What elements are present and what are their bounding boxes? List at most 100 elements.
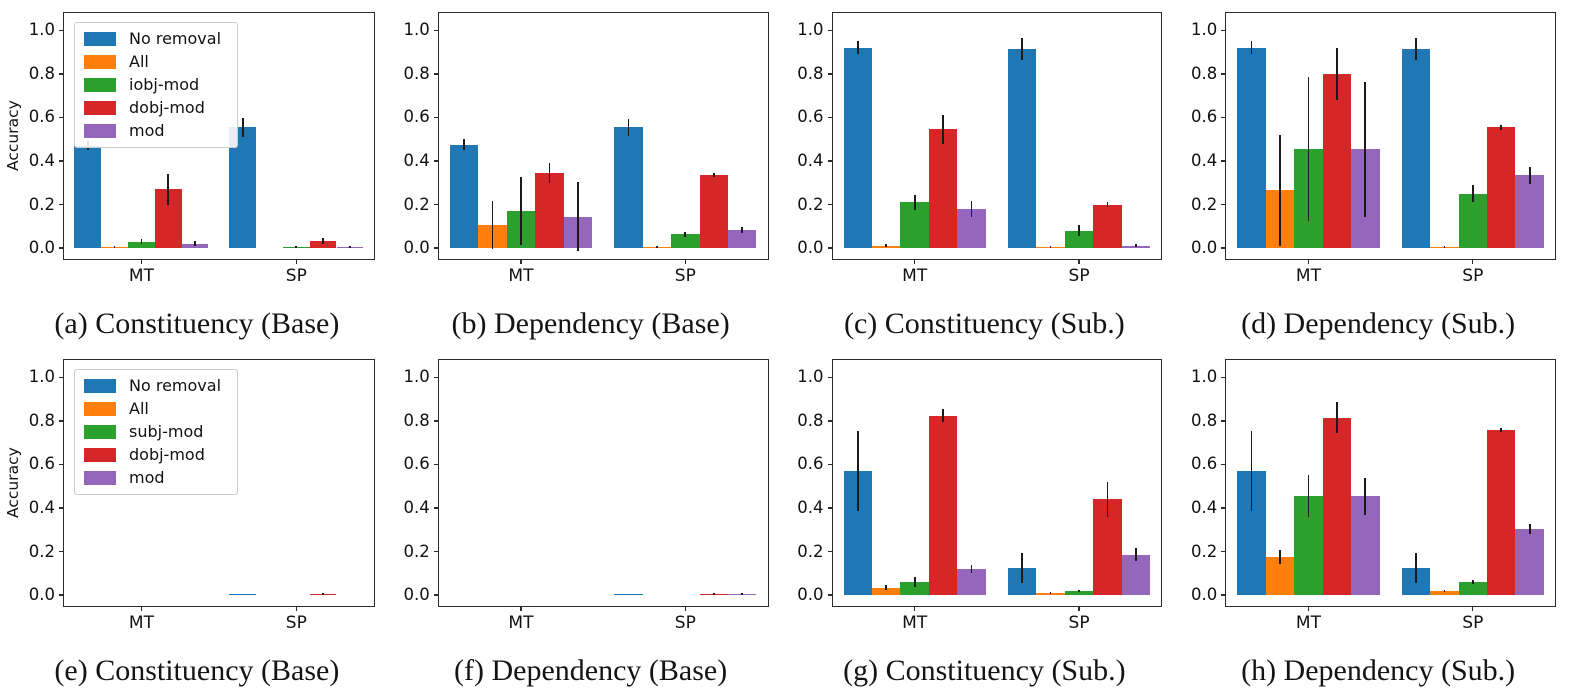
errorbar-all-mt (1279, 134, 1281, 246)
y-tick-label: 0.8 (797, 410, 824, 430)
bar-no-removal-mt (449, 144, 479, 249)
errorbar-no-removal-sp (627, 118, 630, 136)
bar-all-sp (1036, 593, 1065, 596)
errorbar-no-removal-mt (856, 430, 859, 512)
errorbar-mod-sp (741, 592, 744, 595)
y-tick-label: 0.6 (1191, 454, 1218, 474)
errorbar-all-mt (113, 246, 116, 249)
x-tick-mark (295, 606, 297, 611)
x-tick-mark (684, 259, 686, 264)
plot-area: 0.0 0.2 0.4 0.6 0.8 1.0 MT SP (404, 359, 769, 633)
x-tick-label-mt: MT (902, 613, 928, 633)
y-tick-label: 0.0 (403, 238, 430, 258)
y-tick-label: 1.0 (797, 367, 824, 387)
errorbar-dobj-mod-sp (1106, 481, 1109, 517)
y-tick-label: 0.0 (403, 585, 430, 605)
legend-swatch-subj-mod (84, 425, 116, 439)
subplot-f: 0.0 0.2 0.4 0.6 0.8 1.0 MT SP (f) Dependency (Ba… (394, 347, 788, 694)
legend: No removal All iobj-mod dobj-mod mod (74, 22, 239, 148)
y-tick-mark (59, 247, 64, 249)
errorbar-dobj-mod-mt (167, 174, 170, 205)
x-tick-mark (1307, 259, 1310, 264)
bar-dobj-mod-mt (1322, 73, 1352, 249)
subplot-b: 0.0 0.2 0.4 0.6 0.8 1.0 MT SP (b) Dependency (Ba… (394, 0, 788, 347)
legend-item-mod: mod (84, 470, 221, 486)
bar-mod-sp (727, 230, 757, 249)
errorbar-no-removal-sp (1415, 552, 1417, 584)
errorbar-all-sp (1049, 246, 1052, 249)
errorbar-dobj-mod-mt (548, 163, 551, 183)
errorbar-dobj-mod-sp (712, 592, 715, 595)
y-tick-label: 0.0 (1191, 238, 1218, 258)
y-tick-mark (1221, 376, 1227, 379)
bar-iobj-mod-mt (128, 241, 155, 249)
plot-area: 0.0 0.2 0.4 0.6 0.8 1.0 MT SP (797, 12, 1163, 286)
errorbar-no-removal-mt (1250, 41, 1253, 55)
y-tick-label: 0.6 (1191, 107, 1218, 127)
legend-swatch-all (84, 402, 116, 416)
subplot-d: 0.0 0.2 0.4 0.6 0.8 1.0 MT SP (d) Dependency (Su… (1181, 0, 1575, 347)
bar-dobj-mod-mt (928, 129, 958, 249)
y-tick-mark (1221, 420, 1227, 422)
y-tick-label: 0.8 (28, 410, 55, 430)
errorbar-no-removal-mt (463, 139, 465, 151)
y-tick-mark (827, 463, 833, 466)
y-tick-label: 0.8 (28, 63, 55, 83)
y-tick-label: 0.6 (28, 454, 55, 474)
errorbar-mod-sp (1135, 244, 1137, 247)
errorbar-dobj-mod-mt (1336, 47, 1338, 101)
errorbar-subj-mod-mt (1307, 475, 1310, 517)
y-tick-label: 1.0 (403, 367, 430, 387)
y-tick-mark (59, 203, 64, 206)
errorbar-iobj-mod-sp (1471, 185, 1474, 203)
errorbar-all-sp (1443, 589, 1446, 592)
x-tick-label-sp: SP (674, 266, 696, 286)
legend-item-all: All (84, 54, 221, 70)
legend-item-dobj-mod: dobj-mod (84, 100, 221, 116)
y-tick-mark (1221, 29, 1227, 32)
x-tick-mark (1078, 259, 1080, 264)
plot-area: 0.0 0.2 0.4 0.6 0.8 1.0 MT SP No removal All iobj-… (29, 12, 375, 286)
errorbar-all-sp (656, 245, 658, 248)
x-tick-mark (1307, 606, 1310, 611)
y-axis-label: Accuracy (4, 447, 22, 519)
legend-swatch-mod (84, 124, 116, 138)
x-tick-mark (520, 606, 522, 611)
y-tick-label: 0.8 (1191, 63, 1218, 83)
x-tick-label-mt: MT (902, 266, 928, 286)
y-tick-mark (1221, 203, 1227, 206)
y-tick-mark (1221, 160, 1227, 162)
x-tick-mark (914, 259, 916, 264)
x-tick-label-sp: SP (1068, 266, 1090, 286)
legend-label: dobj-mod (129, 98, 205, 117)
bar-subj-mod-sp (1458, 582, 1488, 596)
bar-dobj-mod-sp (1487, 429, 1516, 596)
errorbar-all-mt (885, 244, 888, 247)
y-tick-label: 0.8 (403, 63, 430, 83)
x-tick-label-sp: SP (674, 613, 696, 633)
subplot-caption: (h) Dependency (Sub.) (1241, 654, 1516, 687)
legend-item-dobj-mod: dobj-mod (84, 447, 221, 463)
y-tick-label: 0.8 (797, 63, 824, 83)
bar-all-mt (872, 587, 901, 596)
legend-label: mod (129, 468, 165, 487)
legend-label: mod (129, 121, 165, 140)
y-tick-label: 0.4 (403, 151, 430, 171)
y-tick-mark (827, 507, 833, 509)
y-tick-label: 0.0 (1191, 585, 1218, 605)
legend: No removal All subj-mod dobj-mod mod (74, 369, 239, 495)
errorbar-mod-mt (970, 201, 973, 217)
bar-dobj-mod-mt (928, 415, 958, 596)
errorbar-mod-mt (970, 564, 973, 574)
subplot-caption: (d) Dependency (Sub.) (1241, 307, 1516, 340)
y-tick-mark (59, 73, 64, 75)
y-tick-mark (433, 160, 439, 162)
y-tick-mark (433, 116, 439, 119)
y-tick-label: 0.2 (1191, 541, 1218, 561)
bar-mod-mt (957, 569, 986, 596)
y-tick-mark (827, 29, 833, 32)
errorbar-mod-sp (1528, 166, 1531, 184)
x-tick-mark (295, 259, 297, 264)
errorbar-mod-sp (741, 227, 744, 233)
x-tick-mark (1078, 606, 1080, 611)
